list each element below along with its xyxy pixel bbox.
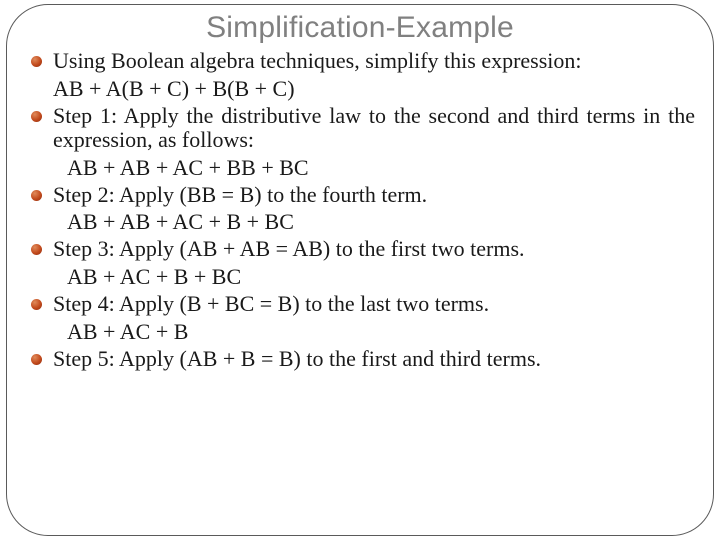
item-text: Using Boolean algebra techniques, simpli… — [53, 48, 582, 73]
item-text: Step 2: Apply (BB = B) to the fourth ter… — [53, 182, 427, 207]
slide-frame: Simplification-Example Using Boolean alg… — [6, 4, 714, 536]
bullet-list: Using Boolean algebra techniques, simpli… — [25, 49, 695, 371]
list-item: Step 5: Apply (AB + B = B) to the first … — [25, 347, 695, 372]
list-item: Using Boolean algebra techniques, simpli… — [25, 49, 695, 74]
item-text: Step 1: Apply the distributive law to th… — [53, 103, 695, 153]
expression: AB + AB + AC + BB + BC — [25, 155, 695, 181]
expression: AB + AB + AC + B + BC — [25, 209, 695, 235]
expression: AB + AC + B — [25, 319, 695, 345]
slide-content: Using Boolean algebra techniques, simpli… — [7, 49, 713, 371]
list-item: Step 4: Apply (B + BC = B) to the last t… — [25, 292, 695, 317]
expression: AB + A(B + C) + B(B + C) — [25, 76, 695, 102]
expression: AB + AC + B + BC — [25, 264, 695, 290]
item-text: Step 4: Apply (B + BC = B) to the last t… — [53, 291, 489, 316]
item-text: Step 5: Apply (AB + B = B) to the first … — [53, 346, 541, 371]
slide-title: Simplification-Example — [7, 11, 713, 45]
slide: Simplification-Example Using Boolean alg… — [0, 0, 720, 540]
list-item: Step 1: Apply the distributive law to th… — [25, 104, 695, 153]
list-item: Step 3: Apply (AB + AB = AB) to the firs… — [25, 237, 695, 262]
item-text: Step 3: Apply (AB + AB = AB) to the firs… — [53, 236, 525, 261]
list-item: Step 2: Apply (BB = B) to the fourth ter… — [25, 183, 695, 208]
